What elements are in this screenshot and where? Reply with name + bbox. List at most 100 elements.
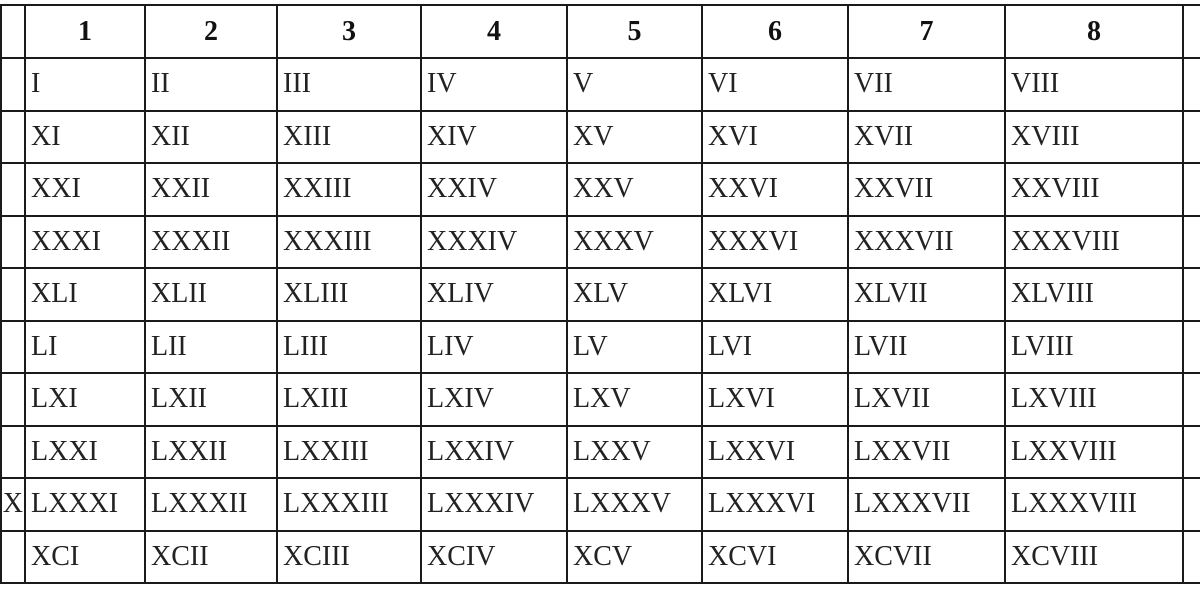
table-cell bbox=[1182, 319, 1200, 374]
table-cell: LXXVII bbox=[847, 424, 1006, 479]
table-cell: XIV bbox=[420, 109, 568, 164]
table-row: LI LII LIII LIV LV LVI LVII LVIII bbox=[0, 319, 1200, 374]
table-row: XXI XXII XXIII XXIV XXV XXVI XXVII XXVIII bbox=[0, 162, 1200, 217]
table-cell: VII bbox=[847, 57, 1006, 112]
table-cell: VIII bbox=[1004, 57, 1184, 112]
table-cell: XXVIII bbox=[1004, 162, 1184, 217]
table-cell: LXXXVIII bbox=[1004, 477, 1184, 532]
table-cell: LXVIII bbox=[1004, 372, 1184, 427]
column-header bbox=[1182, 4, 1200, 59]
table-cell: XLII bbox=[144, 267, 278, 322]
table-cell: II bbox=[144, 57, 278, 112]
table-cell: III bbox=[276, 57, 422, 112]
table-cell bbox=[1182, 57, 1200, 112]
table-cell bbox=[0, 424, 26, 479]
table-cell bbox=[0, 109, 26, 164]
table-cell: XLVII bbox=[847, 267, 1006, 322]
column-header: 1 bbox=[24, 4, 146, 59]
table-cell: XXXVI bbox=[701, 214, 849, 269]
table-cell: LXII bbox=[144, 372, 278, 427]
table-cell: XXXVII bbox=[847, 214, 1006, 269]
table-cell bbox=[0, 267, 26, 322]
column-header: 3 bbox=[276, 4, 422, 59]
table-cell: XXI bbox=[24, 162, 146, 217]
table-cell: XXXII bbox=[144, 214, 278, 269]
table-cell: XIII bbox=[276, 109, 422, 164]
table-cell: XXXI bbox=[24, 214, 146, 269]
table-cell: XXIII bbox=[276, 162, 422, 217]
table-cell: LXXVI bbox=[701, 424, 849, 479]
table-cell bbox=[1182, 109, 1200, 164]
table-cell: LXXXV bbox=[566, 477, 703, 532]
table-cell bbox=[1182, 162, 1200, 217]
table-cell: XCI bbox=[24, 529, 146, 584]
column-header: 8 bbox=[1004, 4, 1184, 59]
column-header: 6 bbox=[701, 4, 849, 59]
table-cell bbox=[0, 57, 26, 112]
table-cell: XLIV bbox=[420, 267, 568, 322]
table-cell: LIV bbox=[420, 319, 568, 374]
table-cell: XXXIII bbox=[276, 214, 422, 269]
table-cell: LXXI bbox=[24, 424, 146, 479]
table-cell: LVI bbox=[701, 319, 849, 374]
table-cell: XCII bbox=[144, 529, 278, 584]
column-header: 2 bbox=[144, 4, 278, 59]
table-cell: LXI bbox=[24, 372, 146, 427]
table-cell: LXIII bbox=[276, 372, 422, 427]
table-cell: XI bbox=[24, 109, 146, 164]
table-cell: LV bbox=[566, 319, 703, 374]
table-row: XLI XLII XLIII XLIV XLV XLVI XLVII XLVIII bbox=[0, 267, 1200, 322]
table-cell: IV bbox=[420, 57, 568, 112]
table-cell: LXXXI bbox=[24, 477, 146, 532]
table-cell: XCV bbox=[566, 529, 703, 584]
table-cell: LXXXVII bbox=[847, 477, 1006, 532]
table-cell: XXVI bbox=[701, 162, 849, 217]
table-cell: LI bbox=[24, 319, 146, 374]
table-cell: I bbox=[24, 57, 146, 112]
table-cell: X bbox=[0, 477, 26, 532]
table-cell: VI bbox=[701, 57, 849, 112]
table-cell bbox=[1182, 424, 1200, 479]
table-cell: LXXXVI bbox=[701, 477, 849, 532]
table-cell: XVIII bbox=[1004, 109, 1184, 164]
table-cell: LXXII bbox=[144, 424, 278, 479]
table-cell: XXIV bbox=[420, 162, 568, 217]
table-cell bbox=[0, 319, 26, 374]
table-cell: LXV bbox=[566, 372, 703, 427]
table-cell: XXXVIII bbox=[1004, 214, 1184, 269]
table-cell: LXVII bbox=[847, 372, 1006, 427]
table-cell: LXXVIII bbox=[1004, 424, 1184, 479]
table-cell bbox=[1182, 477, 1200, 532]
table-cell: XCVII bbox=[847, 529, 1006, 584]
table-row: XXXI XXXII XXXIII XXXIV XXXV XXXVI XXXVII XXXVI… bbox=[0, 214, 1200, 269]
table-cell: XCIV bbox=[420, 529, 568, 584]
table-cell bbox=[0, 162, 26, 217]
table-row: I II III IV V VI VII VIII bbox=[0, 57, 1200, 112]
table-cell: LVIII bbox=[1004, 319, 1184, 374]
table-row: LXXI LXXII LXXIII LXXIV LXXV LXXVI LXXVII LXXVI… bbox=[0, 424, 1200, 479]
table-row: LXI LXII LXIII LXIV LXV LXVI LXVII LXVIII bbox=[0, 372, 1200, 427]
table-row: XCI XCII XCIII XCIV XCV XCVI XCVII XCVIII bbox=[0, 529, 1200, 584]
table-cell: XCVI bbox=[701, 529, 849, 584]
table-cell bbox=[0, 529, 26, 584]
table-cell bbox=[0, 214, 26, 269]
table-cell: LVII bbox=[847, 319, 1006, 374]
table-cell bbox=[1182, 267, 1200, 322]
table-cell: XLVI bbox=[701, 267, 849, 322]
table-cell: XV bbox=[566, 109, 703, 164]
table-cell: LXXXIII bbox=[276, 477, 422, 532]
table-cell: LXVI bbox=[701, 372, 849, 427]
table-body: I II III IV V VI VII VIII XI XII XIII XIV XV XVI XVII X… bbox=[0, 57, 1200, 584]
table-cell bbox=[1182, 372, 1200, 427]
table-cell: LXXIII bbox=[276, 424, 422, 479]
table-cell: XXII bbox=[144, 162, 278, 217]
table-cell: XLI bbox=[24, 267, 146, 322]
table-cell: V bbox=[566, 57, 703, 112]
table-cell: XXXIV bbox=[420, 214, 568, 269]
table-cell: LXXV bbox=[566, 424, 703, 479]
table-cell: XLVIII bbox=[1004, 267, 1184, 322]
column-header: 7 bbox=[847, 4, 1006, 59]
table-cell: XLV bbox=[566, 267, 703, 322]
